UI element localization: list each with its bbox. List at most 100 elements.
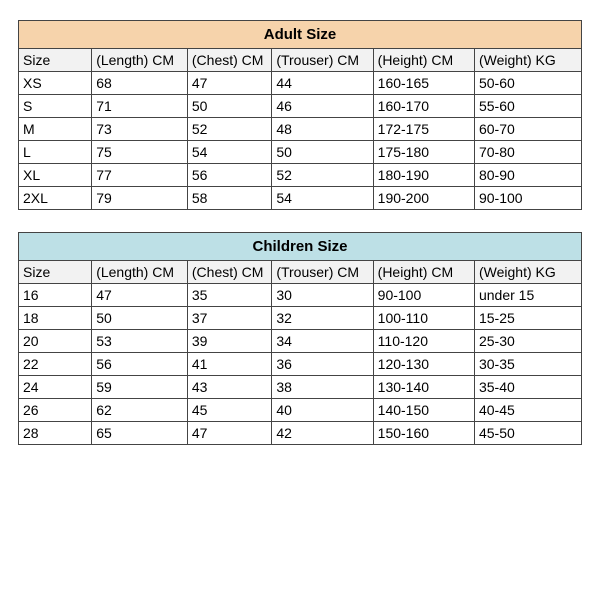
table-cell: 20: [19, 330, 92, 353]
table-cell: S: [19, 95, 92, 118]
table-row: 18503732100-11015-25: [19, 307, 582, 330]
table-cell: 65: [92, 422, 188, 445]
table-cell: 30: [272, 284, 373, 307]
table-cell: 50: [187, 95, 271, 118]
table-cell: 54: [272, 187, 373, 210]
table-cell: 36: [272, 353, 373, 376]
table-cell: 50: [272, 141, 373, 164]
table-cell: 32: [272, 307, 373, 330]
table-cell: 59: [92, 376, 188, 399]
table-cell: 58: [187, 187, 271, 210]
table-cell: 18: [19, 307, 92, 330]
table-cell: 70-80: [474, 141, 581, 164]
table-cell: 180-190: [373, 164, 474, 187]
table-cell: 43: [187, 376, 271, 399]
children-title-row: Children Size: [19, 233, 582, 261]
table-row: 22564136120-13030-35: [19, 353, 582, 376]
table-cell: 26: [19, 399, 92, 422]
table-cell: 39: [187, 330, 271, 353]
table-cell: 50-60: [474, 72, 581, 95]
table-cell: 47: [187, 72, 271, 95]
table-cell: 41: [187, 353, 271, 376]
table-cell: 160-170: [373, 95, 474, 118]
table-row: XL775652180-19080-90: [19, 164, 582, 187]
table-cell: 47: [92, 284, 188, 307]
adult-size-table: Adult Size Size (Length) CM (Chest) CM (…: [18, 20, 582, 210]
table-row: 1647353090-100under 15: [19, 284, 582, 307]
table-gap: [18, 210, 582, 232]
col-chest: (Chest) CM: [187, 49, 271, 72]
table-cell: 24: [19, 376, 92, 399]
table-cell: 73: [92, 118, 188, 141]
children-rows: 1647353090-100under 1518503732100-11015-…: [19, 284, 582, 445]
table-cell: 53: [92, 330, 188, 353]
table-cell: 42: [272, 422, 373, 445]
col-size: Size: [19, 49, 92, 72]
table-cell: 54: [187, 141, 271, 164]
table-cell: XL: [19, 164, 92, 187]
table-cell: 40: [272, 399, 373, 422]
table-cell: 35-40: [474, 376, 581, 399]
table-cell: 71: [92, 95, 188, 118]
table-cell: 34: [272, 330, 373, 353]
table-cell: 48: [272, 118, 373, 141]
table-cell: 28: [19, 422, 92, 445]
table-cell: 100-110: [373, 307, 474, 330]
table-cell: 46: [272, 95, 373, 118]
table-cell: 79: [92, 187, 188, 210]
col-height: (Height) CM: [373, 49, 474, 72]
table-cell: L: [19, 141, 92, 164]
table-cell: 172-175: [373, 118, 474, 141]
table-cell: 16: [19, 284, 92, 307]
adult-title-row: Adult Size: [19, 21, 582, 49]
table-cell: 40-45: [474, 399, 581, 422]
table-cell: M: [19, 118, 92, 141]
table-cell: 77: [92, 164, 188, 187]
table-cell: 56: [92, 353, 188, 376]
table-cell: 175-180: [373, 141, 474, 164]
size-chart-page: Adult Size Size (Length) CM (Chest) CM (…: [0, 0, 600, 465]
table-row: 28654742150-16045-50: [19, 422, 582, 445]
table-cell: 50: [92, 307, 188, 330]
table-row: 20533934110-12025-30: [19, 330, 582, 353]
table-cell: XS: [19, 72, 92, 95]
col-trouser: (Trouser) CM: [272, 261, 373, 284]
table-cell: 45: [187, 399, 271, 422]
col-size: Size: [19, 261, 92, 284]
adult-rows: XS684744160-16550-60S715046160-17055-60M…: [19, 72, 582, 210]
table-cell: 80-90: [474, 164, 581, 187]
adult-title: Adult Size: [19, 21, 582, 49]
children-header-row: Size (Length) CM (Chest) CM (Trouser) CM…: [19, 261, 582, 284]
col-weight: (Weight) KG: [474, 49, 581, 72]
table-row: S715046160-17055-60: [19, 95, 582, 118]
table-cell: 47: [187, 422, 271, 445]
table-cell: 55-60: [474, 95, 581, 118]
col-length: (Length) CM: [92, 261, 188, 284]
table-cell: 35: [187, 284, 271, 307]
table-cell: 68: [92, 72, 188, 95]
table-cell: 30-35: [474, 353, 581, 376]
table-cell: 110-120: [373, 330, 474, 353]
children-size-table: Children Size Size (Length) CM (Chest) C…: [18, 232, 582, 445]
table-cell: 90-100: [474, 187, 581, 210]
table-cell: 25-30: [474, 330, 581, 353]
table-row: L755450175-18070-80: [19, 141, 582, 164]
table-cell: 160-165: [373, 72, 474, 95]
col-weight: (Weight) KG: [474, 261, 581, 284]
table-cell: 52: [187, 118, 271, 141]
table-cell: 37: [187, 307, 271, 330]
table-row: 26624540140-15040-45: [19, 399, 582, 422]
table-cell: 62: [92, 399, 188, 422]
table-cell: 52: [272, 164, 373, 187]
table-cell: 90-100: [373, 284, 474, 307]
table-cell: 190-200: [373, 187, 474, 210]
table-row: XS684744160-16550-60: [19, 72, 582, 95]
col-trouser: (Trouser) CM: [272, 49, 373, 72]
table-cell: 44: [272, 72, 373, 95]
table-cell: 130-140: [373, 376, 474, 399]
table-row: M735248172-17560-70: [19, 118, 582, 141]
children-title: Children Size: [19, 233, 582, 261]
table-cell: 120-130: [373, 353, 474, 376]
table-cell: 15-25: [474, 307, 581, 330]
table-cell: 45-50: [474, 422, 581, 445]
